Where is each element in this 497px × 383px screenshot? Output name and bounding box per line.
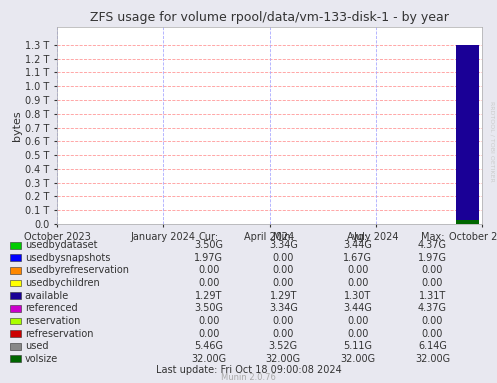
Text: 1.31T: 1.31T: [419, 291, 446, 301]
Text: 0.00: 0.00: [421, 278, 443, 288]
Text: 3.52G: 3.52G: [269, 341, 298, 351]
Text: referenced: referenced: [25, 303, 78, 313]
Text: 0.00: 0.00: [421, 265, 443, 275]
Text: 0.00: 0.00: [347, 329, 369, 339]
Text: RRDTOOL / TOBI OETIKER: RRDTOOL / TOBI OETIKER: [490, 101, 495, 182]
Text: 4.37G: 4.37G: [418, 240, 447, 250]
Text: 0.00: 0.00: [421, 316, 443, 326]
Title: ZFS usage for volume rpool/data/vm-133-disk-1 - by year: ZFS usage for volume rpool/data/vm-133-d…: [90, 11, 449, 24]
Text: 0.00: 0.00: [272, 329, 294, 339]
Y-axis label: bytes: bytes: [12, 110, 22, 141]
Text: usedbysnapshots: usedbysnapshots: [25, 253, 110, 263]
Text: 3.44G: 3.44G: [343, 240, 372, 250]
Text: refreservation: refreservation: [25, 329, 93, 339]
Text: 1.97G: 1.97G: [194, 253, 223, 263]
Text: Max:: Max:: [420, 232, 444, 242]
Text: 32.00G: 32.00G: [191, 354, 226, 364]
Text: 5.11G: 5.11G: [343, 341, 372, 351]
Bar: [456, 219, 479, 224]
Text: 3.50G: 3.50G: [194, 303, 223, 313]
Text: 0.00: 0.00: [347, 278, 369, 288]
Text: available: available: [25, 291, 69, 301]
Text: 0.00: 0.00: [347, 316, 369, 326]
Text: usedbychildren: usedbychildren: [25, 278, 99, 288]
Text: 0.00: 0.00: [198, 329, 220, 339]
Text: 3.50G: 3.50G: [194, 240, 223, 250]
Text: Min:: Min:: [273, 232, 294, 242]
Text: 0.00: 0.00: [421, 329, 443, 339]
Text: reservation: reservation: [25, 316, 80, 326]
Text: Cur:: Cur:: [199, 232, 219, 242]
Text: 1.29T: 1.29T: [269, 291, 297, 301]
Text: 1.30T: 1.30T: [344, 291, 371, 301]
Text: 1.29T: 1.29T: [195, 291, 223, 301]
Text: used: used: [25, 341, 48, 351]
Text: 3.34G: 3.34G: [269, 303, 298, 313]
Text: 0.00: 0.00: [272, 253, 294, 263]
Text: usedbyrefreservation: usedbyrefreservation: [25, 265, 129, 275]
Text: 1.97G: 1.97G: [418, 253, 447, 263]
Text: 0.00: 0.00: [272, 278, 294, 288]
Text: Munin 2.0.76: Munin 2.0.76: [221, 373, 276, 382]
Text: 32.00G: 32.00G: [340, 354, 375, 364]
Text: 32.00G: 32.00G: [266, 354, 301, 364]
Text: 6.14G: 6.14G: [418, 341, 447, 351]
Text: Avg:: Avg:: [347, 232, 368, 242]
Text: 0.00: 0.00: [347, 265, 369, 275]
Text: 3.34G: 3.34G: [269, 240, 298, 250]
Text: Last update: Fri Oct 18 09:00:08 2024: Last update: Fri Oct 18 09:00:08 2024: [156, 365, 341, 375]
Bar: [456, 45, 479, 224]
Text: 1.67G: 1.67G: [343, 253, 372, 263]
Text: 0.00: 0.00: [272, 316, 294, 326]
Text: usedbydataset: usedbydataset: [25, 240, 97, 250]
Text: 0.00: 0.00: [198, 265, 220, 275]
Text: 0.00: 0.00: [198, 278, 220, 288]
Text: 4.37G: 4.37G: [418, 303, 447, 313]
Text: 5.46G: 5.46G: [194, 341, 223, 351]
Text: 32.00G: 32.00G: [415, 354, 450, 364]
Text: 3.44G: 3.44G: [343, 303, 372, 313]
Text: 0.00: 0.00: [272, 265, 294, 275]
Text: volsize: volsize: [25, 354, 58, 364]
Bar: [456, 223, 479, 224]
Text: 0.00: 0.00: [198, 316, 220, 326]
